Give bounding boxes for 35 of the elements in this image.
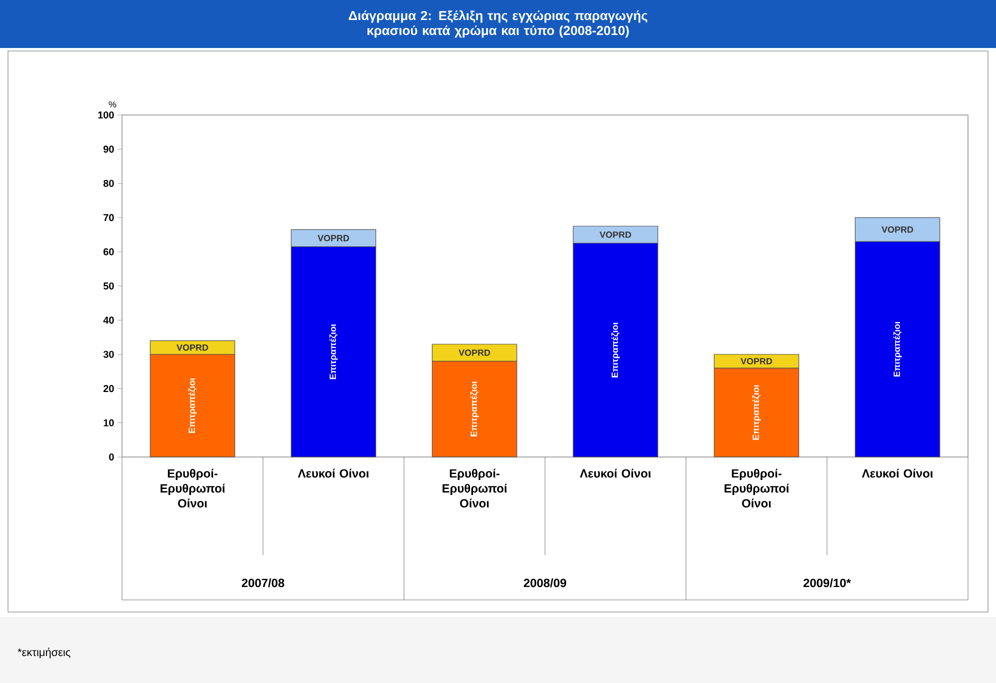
y-tick-label: 50 xyxy=(103,282,114,290)
x-tick-label: Ερυθροί- Ερυθρωποί Οίνοι xyxy=(442,468,507,508)
x-tick-label: Ερυθροί- Ερυθρωποί Οίνοι xyxy=(160,468,225,508)
text: Επιτραπέζιοι xyxy=(611,322,620,378)
text: Επιτραπέζιοι xyxy=(329,324,338,380)
text: VOPRD xyxy=(458,349,490,356)
y-tick-label: 100 xyxy=(98,111,114,119)
x-tick-label: Λευκοί Οίνοι xyxy=(862,468,933,478)
text: VOPRD xyxy=(318,234,350,242)
y-tick-label: 70 xyxy=(104,214,114,222)
series-label: VOPRD xyxy=(176,344,208,351)
y-tick-label: 30 xyxy=(103,350,114,358)
y-tick-label: 20 xyxy=(104,385,114,392)
text: Επιτραπέζιοι xyxy=(470,382,479,436)
y-tick-label: 90 xyxy=(104,146,114,153)
text: Επιτραπέζιοι xyxy=(893,322,902,376)
text: *εκτιμήσεις xyxy=(18,648,70,658)
y-tick-label: 80 xyxy=(103,180,114,187)
text: VOPRD xyxy=(882,226,914,233)
text: Επιτραπέζιοι xyxy=(188,378,197,433)
x-tick-label: Λευκοί Οίνοι xyxy=(580,468,651,478)
series-label: Επιτραπέζιοι xyxy=(752,384,761,440)
chart-title: Διάγραμμα 2: Εξέλιξη της εγχώριας παραγωγής κρασιού κατά χρώμα και τύπο (2008-2010) xyxy=(348,10,648,38)
y-tick-label: 40 xyxy=(103,316,114,324)
y-axis-title: % xyxy=(108,101,116,108)
text: 2009/10* xyxy=(804,578,851,588)
text: 2007/08 xyxy=(242,578,284,588)
x-tick-label: Ερυθροί- Ερυθρωποί Οίνοι xyxy=(724,468,789,508)
text: VOPRD xyxy=(740,358,772,364)
text: 2008/09 xyxy=(524,578,566,588)
y-tick-label: 60 xyxy=(104,248,114,256)
y-tick-label: 0 xyxy=(109,453,114,461)
x-tick-label: Λευκοί Οίνοι xyxy=(298,468,369,478)
text: VOPRD xyxy=(600,232,632,238)
y-tick-label: 10 xyxy=(104,419,114,426)
